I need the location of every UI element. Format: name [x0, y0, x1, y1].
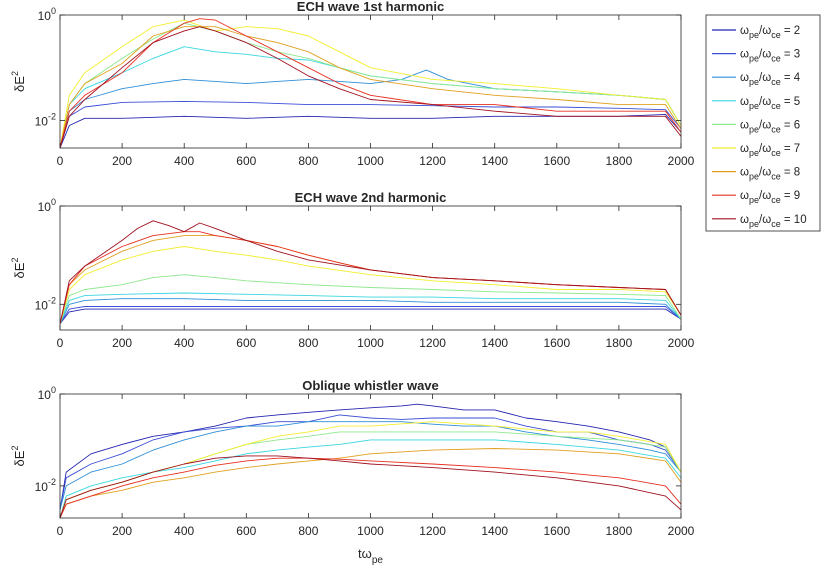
legend-entry-label: ωpe/ωce = 5 [740, 96, 800, 111]
x-tick-label: 600 [236, 524, 256, 538]
series-line-5 [60, 439, 681, 518]
plot-area [60, 206, 681, 330]
series-line-6 [60, 22, 681, 148]
x-tick-label: 1800 [606, 154, 633, 168]
x-tick-label: 1200 [419, 524, 446, 538]
series-line-7 [60, 246, 681, 325]
x-tick-label: 400 [174, 524, 194, 538]
legend-entry-label: ωpe/ωce = 9 [740, 190, 800, 205]
series-line-5 [60, 292, 681, 325]
x-tick-label: 1600 [543, 336, 570, 350]
x-tick-label: 1400 [481, 524, 508, 538]
series-line-8 [60, 26, 681, 148]
legend-entry-label: ωpe/ωce = 4 [740, 72, 801, 87]
x-tick-label: 200 [112, 524, 132, 538]
series-line-3 [60, 306, 681, 325]
series-group [60, 18, 681, 148]
legend-entry-label: ωpe/ωce = 2 [740, 25, 800, 40]
panel-title: ECH wave 2nd harmonic [295, 190, 447, 205]
series-line-2 [60, 403, 681, 510]
x-tick-label: 1200 [419, 154, 446, 168]
x-tick-label: 800 [298, 336, 318, 350]
series-line-3 [60, 414, 681, 510]
x-tick-label: 1800 [606, 336, 633, 350]
x-tick-label: 600 [236, 336, 256, 350]
x-tick-label: 2000 [668, 524, 695, 538]
legend: ωpe/ωce = 2 ωpe/ωce = 3 ωpe/ωce = 4 ωpe/ωce… [705, 14, 821, 232]
series-group [60, 403, 681, 518]
x-axis-label: tωpe [358, 546, 383, 566]
panel-title: ECH wave 1st harmonic [297, 0, 444, 14]
panel-title: Oblique whistler wave [302, 378, 439, 393]
y-axis-label: δE2 [10, 71, 27, 92]
x-tick-label: 200 [112, 154, 132, 168]
x-tick-label: 1000 [357, 524, 384, 538]
series-line-9 [60, 457, 681, 518]
plot-area [60, 394, 681, 518]
y-tick-label: 10-2 [35, 295, 56, 312]
x-tick-label: 1200 [419, 336, 446, 350]
legend-entry-label: ωpe/ωce = 6 [740, 119, 800, 134]
series-line-10 [60, 220, 681, 324]
panel-2: 0 200 400 600 800 1000 1200 1400 1600 1800 2000 100… [10, 190, 695, 350]
x-tick-label: 1000 [357, 154, 384, 168]
series-line-2 [60, 308, 681, 325]
series-line-10 [60, 26, 681, 148]
x-tick-label: 1400 [481, 154, 508, 168]
series-line-3 [60, 100, 681, 148]
x-tick-label: 0 [57, 154, 64, 168]
x-tick-label: 2000 [668, 336, 695, 350]
x-tick-label: 200 [112, 336, 132, 350]
legend-entry-label: ωpe/ωce = 8 [740, 167, 800, 182]
y-tick-label: 100 [38, 197, 56, 214]
panel-1: 0 200 400 600 800 1000 1200 1400 1600 1800 2000 100… [10, 0, 695, 168]
y-tick-label: 10-2 [35, 477, 56, 494]
panel-3: 0 200 400 600 800 1000 1200 1400 1600 1800 2000 100… [10, 378, 695, 566]
x-tick-label: 400 [174, 154, 194, 168]
x-tick-label: 0 [57, 336, 64, 350]
x-tick-label: 400 [174, 336, 194, 350]
series-group [60, 220, 681, 325]
x-tick-label: 1400 [481, 336, 508, 350]
x-tick-label: 600 [236, 154, 256, 168]
plot-area [60, 15, 681, 148]
x-tick-label: 1000 [357, 336, 384, 350]
y-axis-label: δE2 [10, 258, 27, 279]
x-tick-label: 1800 [606, 524, 633, 538]
y-tick-label: 100 [38, 6, 56, 23]
legend-entry-label: ωpe/ωce = 7 [740, 143, 800, 158]
series-line-9 [60, 18, 681, 148]
series-line-6 [60, 274, 681, 325]
legend-entry-label: ωpe/ωce = 10 [740, 214, 807, 229]
y-axis-label: δE2 [10, 446, 27, 467]
series-line-8 [60, 448, 681, 518]
x-tick-label: 800 [298, 154, 318, 168]
x-tick-label: 800 [298, 524, 318, 538]
y-tick-label: 100 [38, 385, 56, 402]
x-tick-label: 1600 [543, 154, 570, 168]
series-line-7 [60, 19, 681, 148]
x-tick-label: 1600 [543, 524, 570, 538]
x-tick-label: 0 [57, 524, 64, 538]
legend-entry-label: ωpe/ωce = 3 [740, 49, 800, 64]
y-tick-label: 10-2 [35, 111, 56, 128]
series-line-10 [60, 455, 681, 518]
series-line-4 [60, 421, 681, 511]
x-tick-label: 2000 [668, 154, 695, 168]
series-line-4 [60, 298, 681, 325]
